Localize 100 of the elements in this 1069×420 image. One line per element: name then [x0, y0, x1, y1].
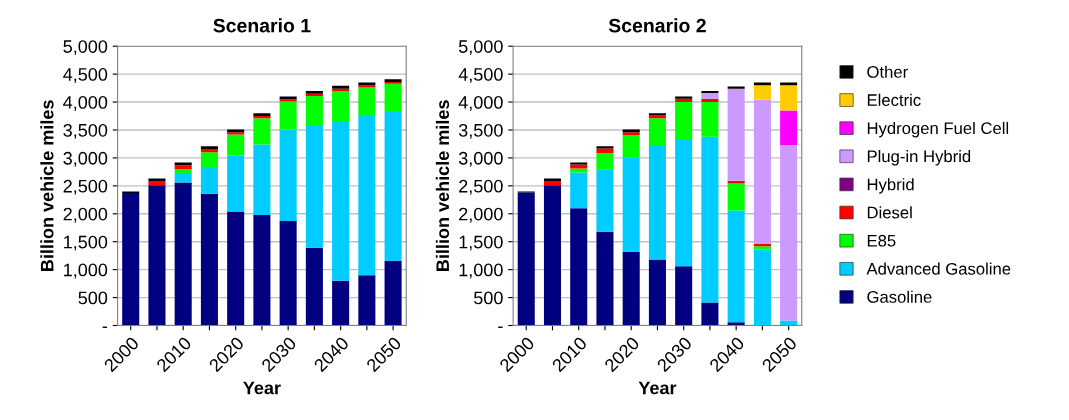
y-tick-label: 3,000 [63, 151, 108, 167]
bar [675, 266, 693, 326]
x-axis-title: Year [638, 381, 677, 395]
y-tick-label: 500 [474, 291, 503, 305]
bar [596, 169, 614, 232]
y-tick-label: 3,500 [458, 123, 503, 139]
bar [122, 193, 140, 326]
bar [780, 110, 798, 146]
y-tick-label: 2,500 [459, 179, 503, 195]
legend-label: Gasoline [867, 290, 932, 303]
y-tick-label: 2,000 [459, 207, 503, 223]
bar [701, 136, 719, 303]
bar [648, 118, 666, 146]
bar [253, 214, 271, 326]
bar [543, 181, 562, 186]
bar [517, 192, 535, 326]
y-tick-label: 3,500 [63, 123, 108, 139]
bar [753, 99, 771, 244]
bar [570, 162, 588, 165]
bar [358, 275, 376, 326]
bar [675, 102, 693, 139]
bar [727, 183, 745, 211]
bar [780, 145, 798, 321]
y-tick-label: 500 [78, 291, 108, 305]
y-tick-label: 4,500 [63, 68, 108, 83]
bar [174, 165, 192, 170]
legend-label: Plug-in Hybrid [867, 150, 971, 166]
bar [200, 146, 218, 149]
bar [648, 259, 666, 326]
bar [727, 210, 745, 323]
x-axis-title: Year [243, 381, 281, 395]
bar [596, 231, 614, 326]
y-tick-label: 2,500 [63, 179, 108, 195]
legend-label: Electric [867, 93, 921, 106]
bar [200, 167, 218, 194]
bar [332, 280, 350, 326]
bar [174, 169, 192, 173]
bar [148, 185, 166, 326]
bar [253, 118, 271, 145]
y-tick-label: 1,000 [64, 263, 108, 279]
bar [174, 162, 192, 166]
y-tick-label: 1,000 [459, 263, 503, 279]
bar [596, 148, 614, 153]
bar [727, 88, 745, 181]
y-tick-label: 5,000 [63, 40, 108, 56]
bar [753, 85, 771, 100]
bar [753, 249, 771, 326]
bar [332, 121, 350, 281]
bar [305, 95, 323, 125]
y-tick-label: - [102, 326, 108, 328]
bar [596, 152, 614, 170]
bar [701, 102, 719, 137]
chart-title: Scenario 1 [213, 18, 311, 33]
bar [279, 221, 297, 326]
bar [200, 193, 218, 326]
legend-label: Diesel [867, 206, 912, 219]
bar [727, 180, 745, 184]
bar [227, 211, 245, 326]
bar [701, 93, 719, 99]
y-tick-label: - [498, 326, 503, 328]
bar [780, 85, 798, 111]
bar [358, 87, 376, 115]
bar [384, 260, 402, 326]
bar [384, 83, 402, 111]
bar [253, 144, 271, 215]
legend-label: Advanced Gasoline [866, 262, 1011, 275]
legend-label: Hydrogen Fuel Cell [867, 121, 1009, 138]
y-tick-label: 4,000 [458, 95, 503, 111]
bar [675, 138, 693, 267]
chart-title: Scenario 2 [608, 18, 706, 33]
y-tick-label: 4,500 [458, 68, 503, 83]
bar [570, 172, 588, 209]
legend-label: Other [867, 65, 908, 78]
bar [200, 152, 218, 168]
bar [227, 134, 245, 156]
bar [174, 182, 192, 326]
y-axis-title: Billion vehicle miles [435, 100, 450, 271]
bar [279, 101, 297, 130]
bar [543, 185, 562, 326]
bar [305, 247, 323, 326]
legend-label: E85 [867, 234, 896, 247]
y-tick-label: 1,500 [459, 235, 503, 251]
bar [701, 302, 719, 326]
bar [622, 157, 640, 252]
bar [675, 96, 693, 99]
y-tick-label: 1,500 [64, 235, 108, 251]
bar [622, 251, 640, 326]
y-tick-label: 2,000 [63, 207, 108, 223]
y-tick-label: 5,000 [458, 40, 503, 56]
bar [570, 164, 588, 169]
y-tick-label: 4,000 [63, 95, 108, 111]
bar [622, 135, 640, 158]
y-tick-label: 3,000 [458, 151, 503, 167]
bar [648, 145, 666, 260]
bar [305, 124, 323, 248]
bar [358, 114, 376, 276]
legend-label: Hybrid [867, 178, 914, 194]
bar [727, 86, 745, 89]
bar [174, 173, 192, 183]
bar [332, 90, 350, 122]
